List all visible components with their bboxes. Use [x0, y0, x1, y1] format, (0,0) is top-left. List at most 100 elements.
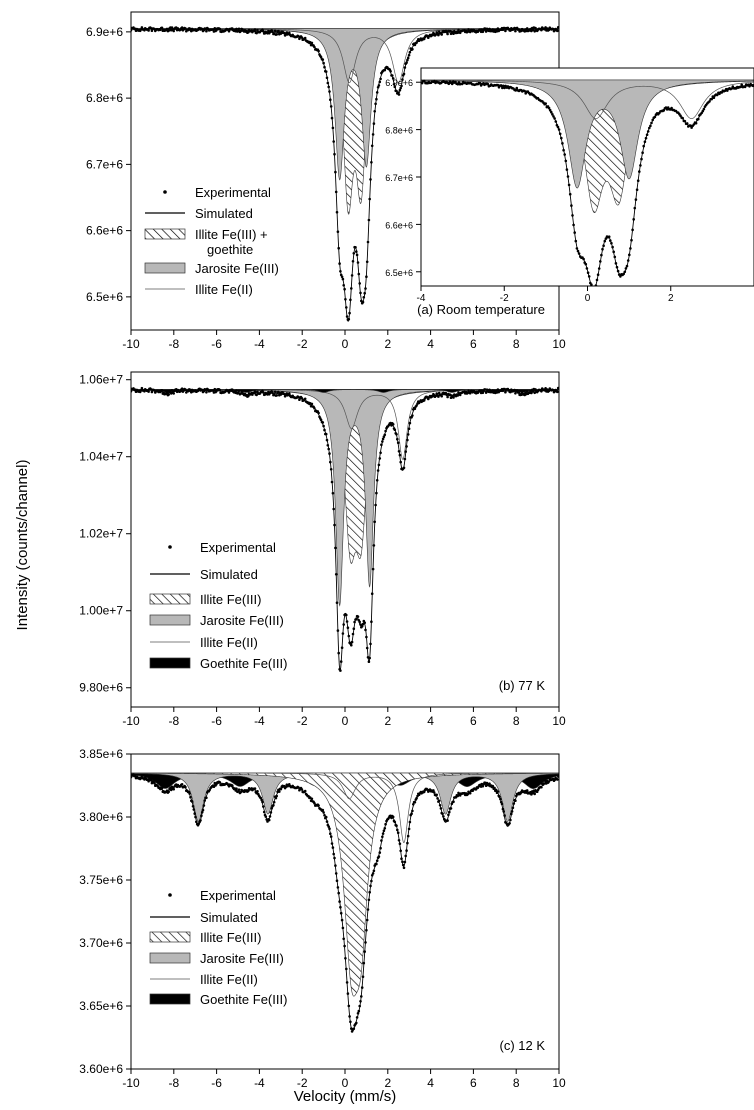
- b-annotation: (b) 77 K: [499, 678, 546, 693]
- b-xtick-label-9: 8: [513, 714, 520, 728]
- a-legend-label-1: Simulated: [195, 206, 253, 221]
- c-legend-symbol-2: [149, 931, 191, 943]
- c-ytick-label-3: 3.75e+6: [79, 873, 123, 887]
- a-legend-label-0: Experimental: [195, 185, 271, 200]
- b-xtick-label-10: 10: [552, 714, 566, 728]
- a-legend-symbol-2: [144, 228, 186, 240]
- c-legend-label-3: Jarosite Fe(III): [200, 951, 284, 966]
- c-ytick-label-2: 3.70e+6: [79, 936, 123, 950]
- b-ytick-label-0: 9.80e+6: [79, 681, 123, 695]
- b-legend-symbol-5: [149, 657, 191, 669]
- b-ytick-label-1: 1.00e+7: [79, 604, 123, 618]
- c-legend-label-4: Illite Fe(II): [200, 972, 258, 987]
- b-legend-label-1: Simulated: [200, 567, 258, 582]
- a-ytick-label-3: 6.8e+6: [86, 91, 123, 105]
- c-xtick-label-5: 0: [342, 1076, 349, 1090]
- b-ytick-label-2: 1.02e+7: [79, 527, 123, 541]
- c-xtick-label-10: 10: [552, 1076, 566, 1090]
- a-inset-component-1: [421, 79, 754, 189]
- a-inset-xtick-label-2: 0: [585, 293, 591, 304]
- b-xtick-label-3: -4: [254, 714, 265, 728]
- c-legend-label-2: Illite Fe(III): [200, 930, 261, 945]
- a-plot-content: [131, 26, 559, 322]
- a-legend-label-3: Jarosite Fe(III): [195, 261, 279, 276]
- a-inset-plot-content: [421, 79, 754, 286]
- c-ytick-label-0: 3.60e+6: [79, 1062, 123, 1076]
- c-legend-symbol-0: [168, 893, 172, 897]
- b-plot-content: [131, 386, 559, 672]
- a-xtick-label-10: 10: [552, 337, 566, 351]
- b-xtick-label-6: 2: [384, 714, 391, 728]
- b-legend-symbol-3: [149, 614, 191, 626]
- a-xtick-label-2: -6: [211, 337, 222, 351]
- b-ytick-label-4: 1.06e+7: [79, 373, 123, 387]
- c-legend-symbol-5: [149, 993, 191, 1005]
- a-ytick-label-4: 6.9e+6: [86, 25, 123, 39]
- c-ytick-label-1: 3.65e+6: [79, 999, 123, 1013]
- b-xtick-label-8: 6: [470, 714, 477, 728]
- c-xtick-label-1: -8: [168, 1076, 179, 1090]
- a-xtick-label-9: 8: [513, 337, 520, 351]
- b-legend-label-4: Illite Fe(II): [200, 635, 258, 650]
- c-xtick-label-3: -4: [254, 1076, 265, 1090]
- a-ytick-label-2: 6.7e+6: [86, 157, 123, 171]
- b-xtick-label-0: -10: [122, 714, 140, 728]
- c-ytick-label-5: 3.85e+6: [79, 747, 123, 761]
- b-xtick-label-2: -6: [211, 714, 222, 728]
- a-xtick-label-6: 2: [384, 337, 391, 351]
- a-inset-ytick-label-3: 6.8e+6: [385, 126, 413, 136]
- b-experimental-points: [131, 386, 559, 672]
- a-legend-label-2: Illite Fe(III) +: [195, 227, 268, 242]
- c-ytick-label-4: 3.80e+6: [79, 810, 123, 824]
- b-xtick-label-1: -8: [168, 714, 179, 728]
- panel-a-inset: 6.5e+6 6.6e+6 6.7e+6 6.8e+6 6.9e+6 -4 -2 0 2: [385, 67, 754, 304]
- c-legend-label-0: Experimental: [200, 888, 276, 903]
- c-component-2: [131, 772, 559, 997]
- a-legend-label-4: Illite Fe(II): [195, 282, 253, 297]
- b-xtick-label-5: 0: [342, 714, 349, 728]
- a-inset-ytick-label-1: 6.6e+6: [385, 220, 413, 230]
- a-annotation: (a) Room temperature: [417, 302, 545, 317]
- c-plot-content: [131, 772, 559, 1033]
- b-xtick-label-7: 4: [427, 714, 434, 728]
- c-annotation: (c) 12 K: [499, 1038, 545, 1053]
- a-inset-ytick-label-2: 6.7e+6: [385, 173, 413, 183]
- c-xtick-label-7: 4: [427, 1076, 434, 1090]
- a-legend-symbol-0: [163, 190, 167, 194]
- c-legend-label-1: Simulated: [200, 910, 258, 925]
- a-xtick-label-5: 0: [342, 337, 349, 351]
- a-xtick-label-7: 4: [427, 337, 434, 351]
- c-xtick-label-6: 2: [384, 1076, 391, 1090]
- c-xtick-label-4: -2: [297, 1076, 308, 1090]
- a-inset-xtick-label-0: -4: [417, 293, 426, 304]
- b-legend-symbol-2: [149, 593, 191, 605]
- a-legend-symbol-3: [144, 262, 186, 274]
- y-axis-label: Intensity (counts/channel): [14, 460, 31, 631]
- a-ytick-label-0: 6.5e+6: [86, 290, 123, 304]
- b-legend-label-3: Jarosite Fe(III): [200, 613, 284, 628]
- a-inset-xtick-label-1: -2: [500, 293, 509, 304]
- b-legend-label-0: Experimental: [200, 540, 276, 555]
- b-legend-label-5: Goethite Fe(III): [200, 656, 287, 671]
- a-xtick-label-4: -2: [297, 337, 308, 351]
- c-xtick-label-2: -6: [211, 1076, 222, 1090]
- a-xtick-label-0: -10: [122, 337, 140, 351]
- panel-c: 3.60e+6 3.65e+6 3.70e+6 3.75e+6 3.80e+6 3.85e…: [79, 747, 566, 1090]
- c-legend-label-5: Goethite Fe(III): [200, 992, 287, 1007]
- x-axis-label: Velocity (mm/s): [294, 1088, 397, 1105]
- a-inset-ytick-label-0: 6.5e+6: [385, 268, 413, 278]
- panel-b: 9.80e+6 1.00e+7 1.02e+7 1.04e+7 1.06e+7 -10 -8…: [79, 371, 566, 728]
- b-legend-label-2: Illite Fe(III): [200, 592, 261, 607]
- c-component-3: [131, 772, 559, 844]
- b-ytick-label-3: 1.04e+7: [79, 450, 123, 464]
- a-ytick-label-1: 6.6e+6: [86, 224, 123, 238]
- b-legend-symbol-0: [168, 545, 172, 549]
- c-legend-symbol-3: [149, 952, 191, 964]
- a-inset-ytick-label-4: 6.9e+6: [385, 78, 413, 88]
- c-xtick-label-9: 8: [513, 1076, 520, 1090]
- a-legend-label-2-line2: goethite: [207, 242, 253, 257]
- a-xtick-label-3: -4: [254, 337, 265, 351]
- c-xtick-label-0: -10: [122, 1076, 140, 1090]
- c-xtick-label-8: 6: [470, 1076, 477, 1090]
